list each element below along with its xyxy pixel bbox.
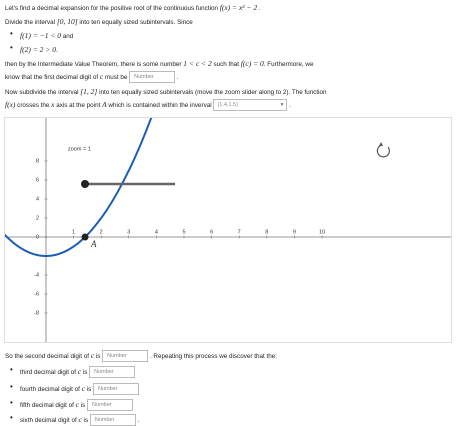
- bullet: •: [10, 365, 13, 374]
- digit-item: sixth decimal digit of c is Number .: [20, 414, 139, 426]
- text: fifth decimal digit of: [20, 402, 76, 409]
- bullet-item: f(2) = 2 > 0.: [20, 44, 58, 56]
- number-input[interactable]: Number: [102, 350, 149, 363]
- text: sixth decimal digit of: [20, 417, 79, 424]
- text: is: [94, 353, 103, 360]
- y-tick-label: -8: [34, 310, 39, 316]
- point-label: A: [90, 239, 97, 249]
- text: crosses the: [15, 102, 52, 109]
- math: [0, 10]: [56, 17, 78, 26]
- x-tick-label: 1: [72, 229, 75, 235]
- ivt: then by the Intermediate Value Theorem, …: [5, 58, 313, 70]
- y-tick-label: -4: [34, 272, 39, 278]
- text: into ten equally sized subintervals. Sin…: [77, 19, 193, 26]
- first-digit: know that the first decimal digit of c m…: [5, 71, 179, 84]
- math: 1 < c < 2: [183, 59, 212, 68]
- text: . Repeating this process we discover tha…: [149, 353, 277, 360]
- text: into ten equally sized subintervals (mov…: [97, 89, 327, 96]
- x-tick-label: 8: [265, 229, 268, 235]
- math: f(2) = 2 > 0: [20, 45, 56, 54]
- text: is: [81, 369, 90, 376]
- bullet: •: [10, 382, 13, 391]
- y-tick-label: -6: [34, 291, 39, 297]
- refresh-icon[interactable]: [376, 144, 390, 158]
- interval-dropdown[interactable]: (1.4,1.5): [213, 99, 288, 112]
- number-input[interactable]: Number: [89, 366, 136, 379]
- text: . Furthermore, we: [263, 61, 314, 68]
- bullet: •: [10, 29, 13, 38]
- number-input[interactable]: Number: [129, 71, 176, 84]
- math: c: [77, 367, 82, 376]
- second: So the second decimal digit of c is Numb…: [5, 350, 277, 363]
- text: Divide the interval: [5, 19, 57, 26]
- cross: f(x) crosses the x axis at the point A w…: [5, 99, 291, 112]
- zoom-label: zoom = 1: [68, 146, 91, 152]
- x-tick-label: 6: [210, 229, 213, 235]
- text: Let's find a decimal expansion for the p…: [5, 5, 220, 12]
- math: c: [81, 384, 85, 393]
- x-tick-label: 10: [319, 229, 325, 235]
- number-input[interactable]: Number: [93, 383, 139, 396]
- math: f(x): [5, 100, 16, 109]
- text: .: [289, 102, 291, 109]
- y-tick-label: 2: [36, 215, 39, 221]
- math: [1, 2]: [80, 87, 98, 96]
- text: then by the Intermediate Value Theorem, …: [5, 61, 184, 68]
- digit-item: fifth decimal digit of c is Number: [20, 399, 134, 412]
- text: which is contained within the inverval: [106, 102, 214, 109]
- bullet: •: [10, 398, 13, 407]
- text: know that the first decimal digit of: [5, 74, 100, 81]
- zoom-slider-handle[interactable]: [81, 180, 89, 188]
- subdivide: Now subdivide the interval [1, 2] into t…: [5, 86, 327, 98]
- x-tick-label: 9: [293, 229, 296, 235]
- text: and: [61, 33, 74, 40]
- number-input[interactable]: Number: [87, 399, 134, 412]
- refresh-arrow: [379, 142, 383, 146]
- x-tick-label: 4: [155, 229, 158, 235]
- math: c: [99, 72, 104, 81]
- text: .: [55, 47, 58, 54]
- x-tick-label: 3: [127, 229, 130, 235]
- math: f(1) = −1 < 0: [20, 31, 62, 40]
- math: c: [75, 400, 79, 409]
- point-a: [81, 233, 89, 241]
- x-tick-label: 5: [182, 229, 185, 235]
- math: c: [78, 415, 82, 424]
- x-tick-label: 7: [238, 229, 241, 235]
- y-tick-label: 6: [36, 177, 39, 183]
- text: .: [176, 74, 179, 81]
- text: is: [79, 402, 88, 409]
- math: A: [102, 100, 107, 109]
- math: x: [51, 100, 55, 109]
- y-tick-label: 8: [36, 158, 39, 164]
- bullet: •: [10, 43, 13, 52]
- text: .: [257, 5, 261, 12]
- digit-item: fourth decimal digit of c is Number: [20, 383, 139, 396]
- intro: Let's find a decimal expansion for the p…: [5, 2, 261, 14]
- digit-item: third decimal digit of c is Number: [20, 366, 136, 379]
- text: fourth decimal digit of: [20, 386, 82, 393]
- bullet: •: [10, 413, 13, 422]
- divide: Divide the interval [0, 10] into ten equ…: [5, 16, 193, 28]
- bullet-item: f(1) = −1 < 0 and: [20, 30, 73, 42]
- text: must be: [103, 74, 130, 81]
- y-tick-label: 4: [36, 196, 39, 202]
- math: f(x) = x² − 2: [219, 3, 258, 12]
- text: third decimal digit of: [20, 369, 78, 376]
- text: such that: [211, 61, 241, 68]
- x-tick-label: 2: [100, 229, 103, 235]
- text: is: [81, 417, 90, 424]
- text: .: [137, 417, 140, 424]
- number-input[interactable]: Number: [89, 414, 136, 426]
- math: f(c) = 0: [240, 59, 264, 68]
- text: axis at the point: [54, 102, 103, 109]
- text: So the second decimal digit of: [5, 353, 91, 360]
- y-tick-label: 0: [36, 234, 39, 240]
- text: is: [84, 386, 93, 393]
- text: Now subdivide the interval: [5, 89, 81, 96]
- math: c: [90, 351, 95, 360]
